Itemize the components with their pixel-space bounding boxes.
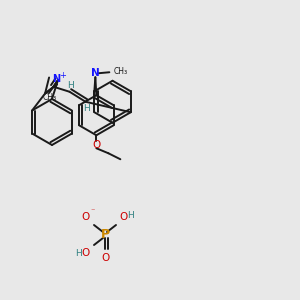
Text: H: H: [67, 81, 74, 90]
Text: CH₃: CH₃: [113, 67, 128, 76]
Text: O: O: [92, 140, 100, 150]
Text: H: H: [83, 104, 90, 113]
Text: ⁻: ⁻: [91, 206, 95, 215]
Text: N: N: [91, 68, 100, 78]
Text: +: +: [60, 70, 66, 80]
Text: O: O: [120, 212, 128, 222]
Text: O: O: [82, 212, 90, 222]
Text: P: P: [100, 229, 109, 242]
Text: N: N: [52, 74, 60, 84]
Text: O: O: [82, 248, 90, 258]
Text: O: O: [101, 253, 109, 263]
Text: H: H: [75, 248, 81, 257]
Text: CH₃: CH₃: [43, 94, 57, 103]
Text: H: H: [128, 212, 134, 220]
